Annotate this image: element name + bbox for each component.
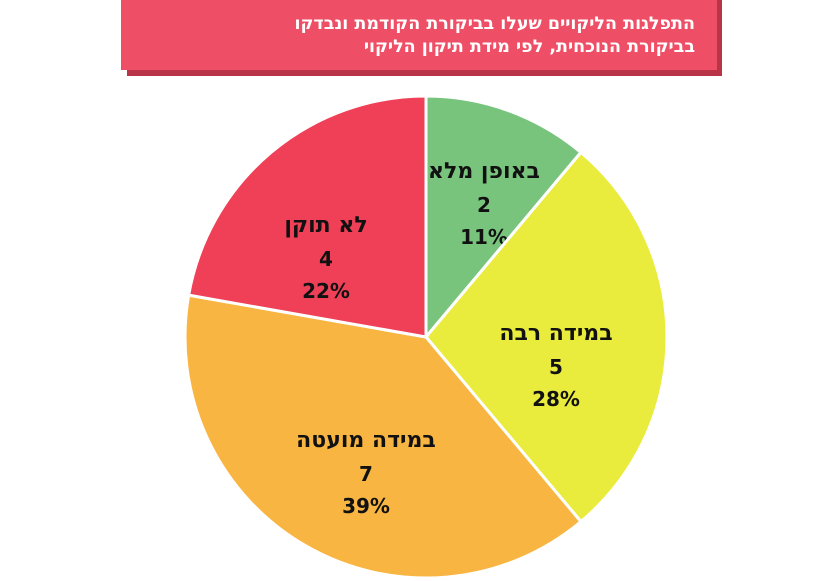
slice-label-2: במידה רבה	[499, 321, 612, 346]
slice-percent-1: 11%	[460, 225, 508, 249]
slice-value-3: 7	[359, 462, 373, 486]
pie-slice-3	[183, 293, 584, 580]
chart-title-line-2: בביקורת הנוכחית, לפי מידת תיקון הליקוי	[363, 37, 695, 57]
slice-label-1: באופן מלא	[428, 159, 540, 184]
slice-label-3: במידה מועטה	[296, 428, 436, 453]
slice-label-4: לא תוקן	[284, 213, 367, 238]
slice-value-1: 2	[477, 193, 491, 217]
title-banner-shadow	[714, 0, 722, 76]
chart-title-line-1: התפלגות הליקויים שעלו בביקורת הקודמת ונב…	[294, 14, 695, 34]
pie-slice-1	[424, 94, 584, 342]
slice-value-4: 4	[319, 247, 333, 271]
pie-slice-2	[424, 150, 669, 524]
slice-value-2: 5	[549, 355, 563, 379]
chart-title-banner: התפלגות הליקויים שעלו בביקורת הקודמת ונב…	[121, 0, 717, 70]
slice-percent-4: 22%	[302, 279, 350, 303]
pie-slice-4	[186, 94, 428, 339]
slice-percent-3: 39%	[342, 494, 390, 518]
slice-percent-2: 28%	[532, 387, 580, 411]
title-banner-shadow-bottom	[127, 70, 722, 76]
